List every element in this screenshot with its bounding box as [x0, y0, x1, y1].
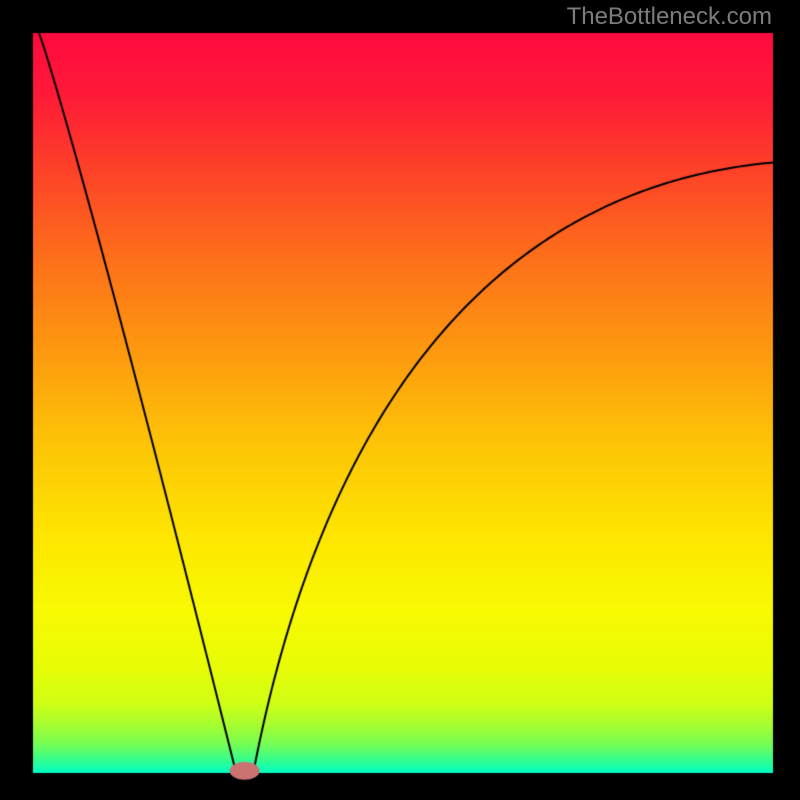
watermark-text: TheBottleneck.com	[567, 3, 772, 31]
chart-container: TheBottleneck.com	[0, 0, 800, 800]
bottleneck-chart-canvas	[0, 0, 800, 800]
